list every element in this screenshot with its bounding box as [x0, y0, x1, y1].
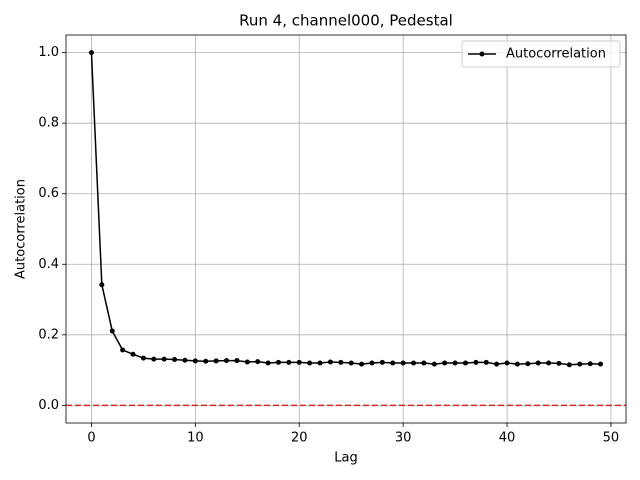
data-point: [327, 359, 333, 365]
data-point: [88, 50, 94, 56]
chart-title: Run 4, channel000, Pedestal: [239, 12, 453, 30]
data-point: [452, 360, 458, 366]
data-point: [411, 360, 417, 366]
x-tick-label: 50: [603, 431, 620, 446]
data-point: [161, 356, 167, 362]
legend-marker: [479, 51, 485, 57]
data-point: [442, 360, 448, 366]
data-point: [338, 359, 344, 365]
data-point: [587, 361, 593, 367]
data-point: [431, 361, 437, 367]
data-point: [369, 360, 375, 366]
data-point: [213, 358, 219, 364]
data-point: [317, 360, 323, 366]
data-point: [598, 361, 604, 367]
data-point: [182, 357, 188, 363]
legend-box: [461, 40, 621, 68]
plot-frame: [65, 34, 627, 424]
data-point: [296, 359, 302, 365]
data-point: [494, 361, 500, 367]
data-point: [130, 351, 136, 357]
data-point: [265, 360, 271, 366]
y-tick-label: 0.6: [38, 186, 59, 201]
data-point: [151, 356, 157, 362]
y-tick-label: 0.4: [38, 257, 59, 272]
x-tick-label: 30: [395, 431, 412, 446]
y-axis-label: Autocorrelation: [14, 179, 29, 279]
data-point: [234, 358, 240, 364]
y-tick-label: 0.2: [38, 327, 59, 342]
data-point: [577, 361, 583, 367]
data-point: [400, 360, 406, 366]
data-point: [192, 358, 198, 364]
data-point: [307, 360, 313, 366]
data-point: [359, 361, 365, 367]
data-point: [140, 355, 146, 361]
data-point: [421, 360, 427, 366]
data-point: [255, 359, 261, 365]
x-tick-label: 10: [187, 431, 204, 446]
data-point: [224, 358, 230, 364]
x-tick-label: 40: [499, 431, 516, 446]
data-point: [244, 359, 250, 365]
data-point: [504, 360, 510, 366]
x-axis-label: Lag: [334, 451, 357, 466]
data-point: [379, 359, 385, 365]
data-point: [172, 357, 178, 363]
data-point: [109, 328, 115, 334]
data-point: [514, 361, 520, 367]
y-tick-label: 0.8: [38, 116, 59, 131]
data-point: [120, 347, 126, 353]
data-point: [348, 360, 354, 366]
data-point: [566, 362, 572, 368]
y-tick-label: 1.0: [38, 45, 59, 60]
data-point: [203, 358, 209, 364]
data-point: [473, 359, 479, 365]
data-point: [99, 282, 105, 288]
data-point: [390, 360, 396, 366]
data-point: [546, 360, 552, 366]
data-point: [275, 359, 281, 365]
data-point: [525, 361, 531, 367]
legend-label: Autocorrelation: [506, 47, 606, 62]
data-point: [556, 360, 562, 366]
data-point: [462, 360, 468, 366]
x-tick-label: 20: [291, 431, 308, 446]
y-tick-label: 0.0: [38, 398, 59, 413]
data-point: [286, 359, 292, 365]
x-tick-label: 0: [87, 431, 95, 446]
data-point: [483, 359, 489, 365]
data-point: [535, 360, 541, 366]
